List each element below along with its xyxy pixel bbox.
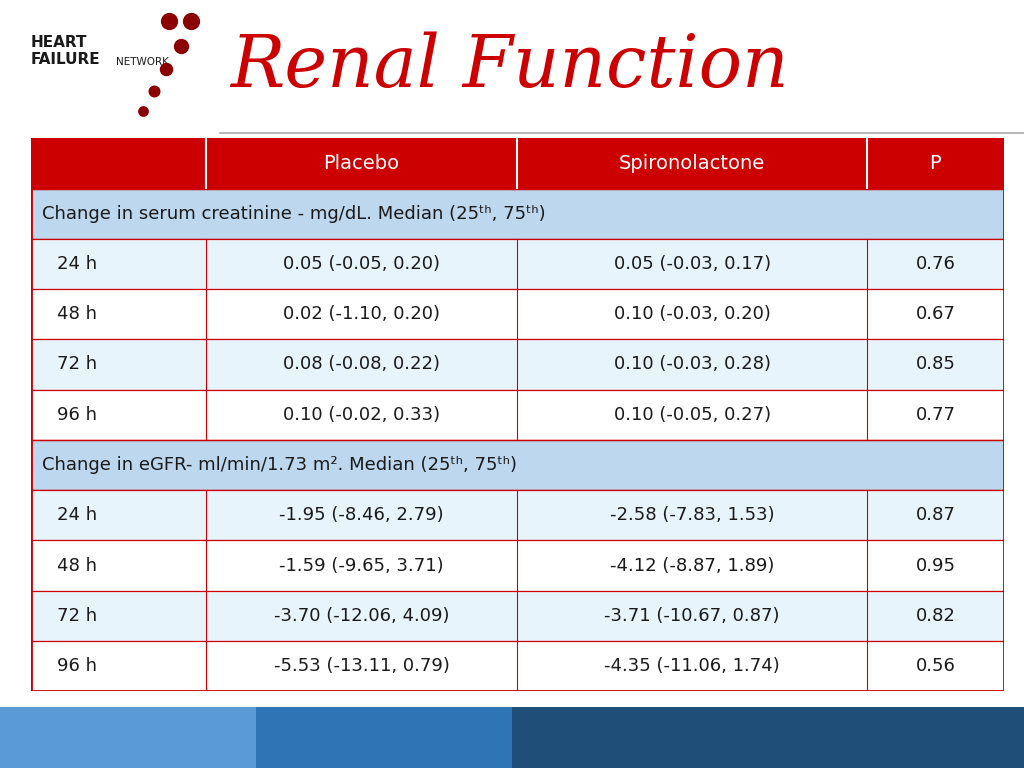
Text: 0.10 (-0.03, 0.28): 0.10 (-0.03, 0.28): [613, 356, 771, 373]
Text: 48 h: 48 h: [57, 557, 97, 574]
Bar: [31, 339, 1004, 389]
Text: -5.53 (-13.11, 0.79): -5.53 (-13.11, 0.79): [273, 657, 450, 675]
Text: 24 h: 24 h: [57, 255, 97, 273]
Text: 0.82: 0.82: [915, 607, 955, 625]
Text: 0.10 (-0.05, 0.27): 0.10 (-0.05, 0.27): [613, 406, 771, 424]
Text: 0.87: 0.87: [915, 506, 955, 525]
Bar: [31, 289, 1004, 339]
Text: 0.95: 0.95: [915, 557, 955, 574]
Text: 72 h: 72 h: [57, 356, 97, 373]
Text: -4.35 (-11.06, 1.74): -4.35 (-11.06, 1.74): [604, 657, 780, 675]
Bar: [31, 591, 1004, 641]
Bar: [31, 138, 1004, 188]
Point: [173, 39, 189, 51]
Text: Renal Function: Renal Function: [230, 31, 790, 101]
Text: 24 h: 24 h: [57, 506, 97, 525]
Text: -3.70 (-12.06, 4.09): -3.70 (-12.06, 4.09): [273, 607, 450, 625]
Point: [183, 15, 200, 27]
Text: -1.59 (-9.65, 3.71): -1.59 (-9.65, 3.71): [280, 557, 443, 574]
Bar: [512, 707, 1024, 768]
Text: Change in eGFR- ml/min/1.73 m². Median (25ᵗʰ, 75ᵗʰ): Change in eGFR- ml/min/1.73 m². Median (…: [42, 456, 517, 474]
Text: Placebo: Placebo: [324, 154, 399, 173]
Bar: [31, 541, 1004, 591]
Text: 0.56: 0.56: [915, 657, 955, 675]
Bar: [31, 641, 1004, 691]
Text: 0.85: 0.85: [915, 356, 955, 373]
Text: 0.02 (-1.10, 0.20): 0.02 (-1.10, 0.20): [283, 305, 440, 323]
Text: 96 h: 96 h: [57, 406, 97, 424]
Text: NETWORK: NETWORK: [116, 57, 169, 67]
Text: 0.05 (-0.03, 0.17): 0.05 (-0.03, 0.17): [613, 255, 771, 273]
Bar: [0, 707, 256, 768]
Text: 0.08 (-0.08, 0.22): 0.08 (-0.08, 0.22): [283, 356, 440, 373]
Bar: [31, 188, 1004, 239]
Text: -3.71 (-10.67, 0.87): -3.71 (-10.67, 0.87): [604, 607, 780, 625]
Text: HEART
FAILURE: HEART FAILURE: [31, 35, 100, 67]
Point: [161, 15, 177, 27]
Bar: [256, 707, 512, 768]
Point: [158, 63, 174, 75]
Bar: [31, 389, 1004, 440]
Text: Change in serum creatinine - mg/dL. Median (25ᵗʰ, 75ᵗʰ): Change in serum creatinine - mg/dL. Medi…: [42, 204, 546, 223]
Text: 0.77: 0.77: [915, 406, 955, 424]
Text: -2.58 (-7.83, 1.53): -2.58 (-7.83, 1.53): [610, 506, 774, 525]
Text: 96 h: 96 h: [57, 657, 97, 675]
Bar: [31, 440, 1004, 490]
Bar: [31, 239, 1004, 289]
Text: Spironolactone: Spironolactone: [620, 154, 765, 173]
Point: [135, 104, 152, 117]
Text: 0.76: 0.76: [915, 255, 955, 273]
Text: -4.12 (-8.87, 1.89): -4.12 (-8.87, 1.89): [610, 557, 774, 574]
Text: -1.95 (-8.46, 2.79): -1.95 (-8.46, 2.79): [280, 506, 443, 525]
Text: 72 h: 72 h: [57, 607, 97, 625]
Text: 0.67: 0.67: [915, 305, 955, 323]
Text: 0.05 (-0.05, 0.20): 0.05 (-0.05, 0.20): [283, 255, 440, 273]
Text: 48 h: 48 h: [57, 305, 97, 323]
Bar: [31, 490, 1004, 541]
Text: 0.10 (-0.03, 0.20): 0.10 (-0.03, 0.20): [613, 305, 771, 323]
Text: P: P: [930, 154, 941, 173]
Point: [145, 85, 162, 98]
Text: 0.10 (-0.02, 0.33): 0.10 (-0.02, 0.33): [283, 406, 440, 424]
